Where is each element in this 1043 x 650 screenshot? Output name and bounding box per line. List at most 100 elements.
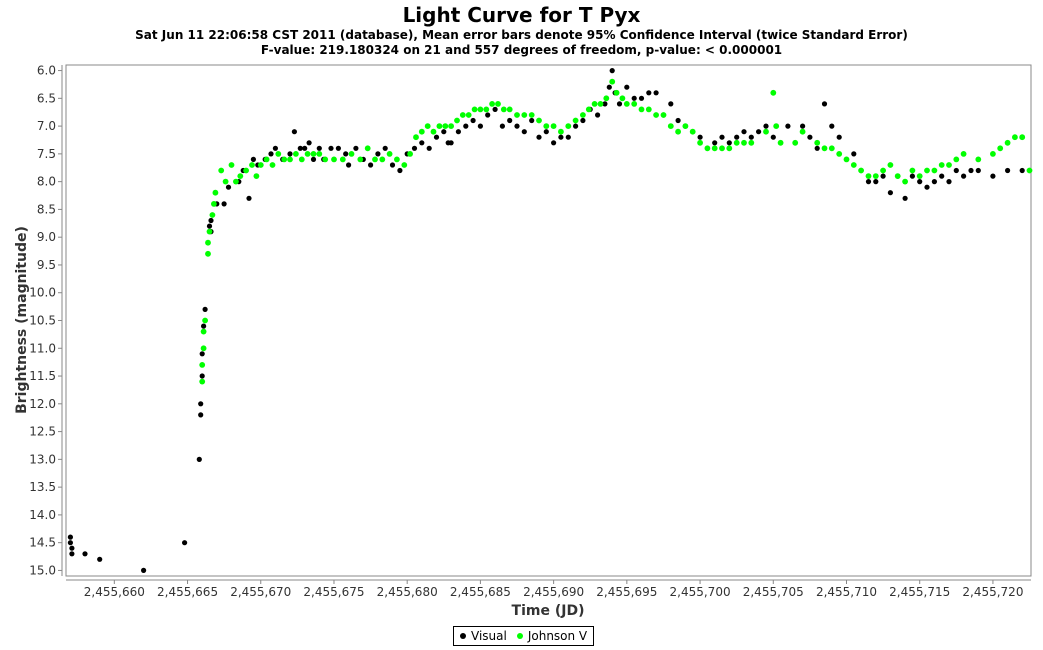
data-point-visual <box>199 351 205 357</box>
data-point-visual <box>250 156 256 162</box>
data-point-visual <box>306 140 312 146</box>
data-point-johnson-v <box>558 128 564 135</box>
data-point-johnson-v <box>357 156 364 163</box>
data-point-visual <box>225 184 232 190</box>
data-point-visual <box>763 123 769 129</box>
data-point-johnson-v <box>495 101 501 107</box>
chart-subtitle-2: F-value: 219.180324 on 21 and 557 degree… <box>260 43 783 57</box>
y-tick-label: 13.0 <box>29 452 56 466</box>
x-axis-title: Time (JD) <box>512 603 585 619</box>
data-point-visual <box>302 145 308 151</box>
data-point-johnson-v <box>418 128 425 135</box>
data-point-johnson-v <box>909 167 916 174</box>
data-point-visual <box>748 134 754 140</box>
data-point-visual <box>836 134 842 140</box>
data-point-visual <box>69 551 75 557</box>
data-point-johnson-v <box>675 128 681 135</box>
data-point-johnson-v <box>536 117 542 124</box>
x-tick-label: 2,455,720 <box>962 585 1023 599</box>
data-point-johnson-v <box>609 78 616 85</box>
data-point-johnson-v <box>298 156 305 163</box>
data-point-johnson-v <box>916 173 923 180</box>
data-point-johnson-v <box>880 167 886 174</box>
data-point-visual <box>631 95 637 101</box>
data-point-johnson-v <box>865 173 872 180</box>
data-point-johnson-v <box>597 101 604 107</box>
data-point-johnson-v <box>887 162 894 168</box>
x-tick-label: 2,455,690 <box>523 585 584 599</box>
data-point-johnson-v <box>667 123 674 129</box>
x-tick-label: 2,455,705 <box>743 585 804 599</box>
data-point-johnson-v <box>372 156 378 163</box>
data-point-johnson-v <box>413 134 419 141</box>
y-tick-label: 13.5 <box>29 480 56 494</box>
data-point-visual <box>470 117 476 124</box>
y-tick-label: 9.5 <box>37 258 56 272</box>
data-point-johnson-v <box>287 156 293 163</box>
data-point-visual <box>419 140 425 146</box>
data-point-johnson-v <box>222 178 229 185</box>
data-point-johnson-v <box>1026 167 1033 174</box>
data-point-johnson-v <box>200 345 207 352</box>
data-point-johnson-v <box>436 123 443 129</box>
data-point-johnson-v <box>253 173 260 180</box>
data-point-visual <box>507 117 513 124</box>
data-point-visual <box>67 534 73 540</box>
data-point-visual <box>208 217 214 224</box>
data-point-johnson-v <box>249 162 255 168</box>
x-tick-label: 2,455,715 <box>889 585 950 599</box>
data-point-visual <box>448 140 454 146</box>
data-point-johnson-v <box>205 250 211 257</box>
data-point-johnson-v <box>243 167 250 174</box>
data-point-johnson-v <box>603 95 610 102</box>
data-point-visual <box>821 101 828 107</box>
data-point-johnson-v <box>792 139 799 146</box>
data-point-johnson-v <box>638 106 645 113</box>
data-point-johnson-v <box>293 151 299 157</box>
data-point-visual <box>353 145 359 151</box>
data-point-johnson-v <box>281 156 288 163</box>
data-point-johnson-v <box>1012 134 1018 141</box>
data-point-johnson-v <box>763 128 769 135</box>
data-point-visual <box>411 145 418 151</box>
data-points <box>67 68 1033 574</box>
data-point-johnson-v <box>858 167 864 174</box>
data-point-johnson-v <box>528 112 535 118</box>
y-tick-label: 12.5 <box>29 425 56 439</box>
data-point-visual <box>961 173 967 179</box>
data-point-johnson-v <box>407 151 413 157</box>
data-point-johnson-v <box>631 101 638 107</box>
data-point-visual <box>829 123 835 129</box>
data-point-johnson-v <box>386 151 393 157</box>
data-point-johnson-v <box>719 145 725 152</box>
data-point-johnson-v <box>697 139 703 146</box>
data-point-johnson-v <box>454 117 460 124</box>
data-point-johnson-v <box>514 112 520 118</box>
data-point-johnson-v <box>960 151 967 157</box>
data-point-visual <box>291 129 297 135</box>
chart-title: Light Curve for T Pyx <box>402 3 641 27</box>
y-tick-label: 6.0 <box>37 64 56 78</box>
x-tick-label: 2,455,680 <box>377 585 438 599</box>
data-point-johnson-v <box>401 162 408 168</box>
data-point-johnson-v <box>623 101 630 107</box>
data-point-johnson-v <box>506 106 513 113</box>
data-point-johnson-v <box>442 123 449 129</box>
data-point-visual <box>800 123 806 129</box>
data-point-visual <box>529 117 535 124</box>
data-point-johnson-v <box>500 106 507 113</box>
y-tick-label: 10.0 <box>29 286 56 300</box>
data-point-visual <box>668 101 674 107</box>
data-point-johnson-v <box>565 123 572 129</box>
data-point-visual <box>1005 167 1011 174</box>
y-tick-label: 8.0 <box>37 175 56 189</box>
legend-label-visual: Visual <box>471 629 507 643</box>
data-point-visual <box>201 323 207 329</box>
data-point-visual <box>521 129 527 135</box>
y-tick-label: 8.5 <box>37 202 56 216</box>
y-tick-label: 11.5 <box>29 369 56 383</box>
data-point-visual <box>82 551 88 557</box>
data-point-visual <box>477 123 483 129</box>
data-point-visual <box>602 101 608 107</box>
